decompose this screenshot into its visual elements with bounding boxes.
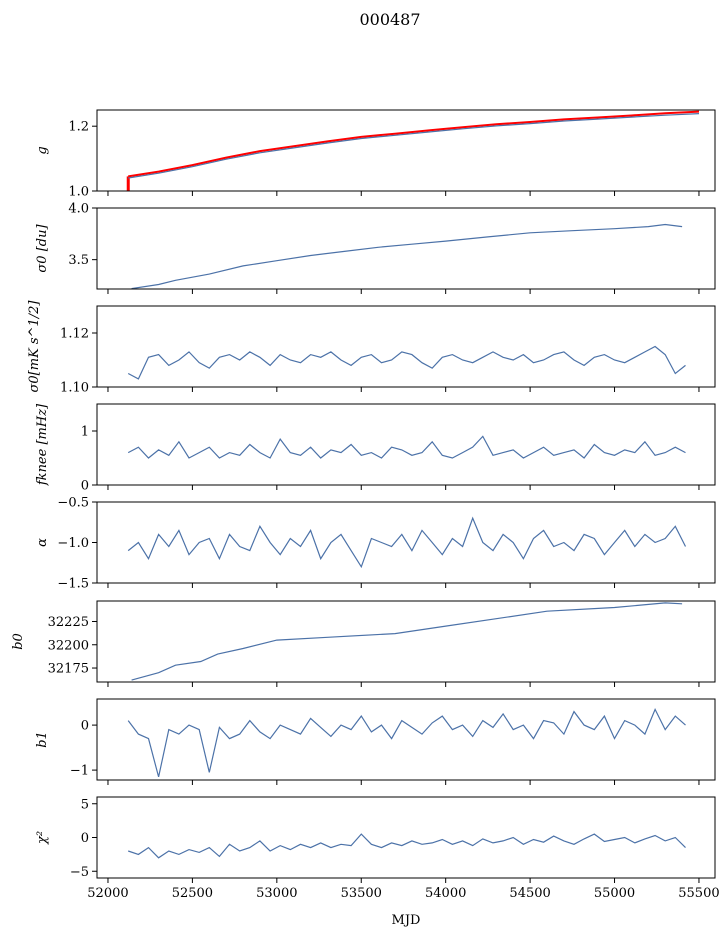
y-tick-label: −1.5: [57, 577, 89, 592]
panel-5: 32175 32200 32225 b0: [11, 600, 716, 687]
y-tick: 32200: [48, 638, 97, 653]
y-tick-label: −5: [70, 865, 89, 880]
x-tick: 54500: [509, 878, 551, 901]
panel-6: −1 0 b1: [35, 698, 716, 785]
x-tick-label: 54000: [425, 886, 466, 901]
y-tick-label: 0: [81, 831, 89, 846]
y-tick-label: 4.0: [68, 202, 89, 217]
axes-frame: [96, 698, 716, 781]
x-tick-label: 52000: [87, 886, 128, 901]
y-tick-label: −0.5: [57, 496, 89, 511]
series-line-chi2: [128, 833, 686, 859]
y-axis-label: α: [35, 538, 50, 547]
y-tick: −1: [70, 764, 97, 779]
axes-frame: [96, 207, 716, 290]
y-tick: −1.0: [57, 536, 97, 551]
y-tick-label: 5: [81, 797, 89, 812]
axes-frame: [96, 403, 716, 486]
x-tick: 52000: [87, 878, 129, 901]
axes-frame: [96, 109, 716, 192]
x-tick: 54000: [425, 878, 466, 901]
y-tick: 1.10: [60, 381, 97, 396]
x-tick: 53000: [256, 878, 298, 901]
y-tick: 1: [81, 425, 97, 440]
y-axis-label: b1: [35, 731, 50, 748]
y-axis-label: fknee [mHz]: [35, 403, 50, 486]
y-axis-label: b0: [11, 633, 26, 650]
y-tick: −0.5: [57, 496, 97, 511]
y-tick: 1.0: [68, 185, 97, 200]
y-tick: −1.5: [57, 577, 97, 592]
chart-title: 000487: [359, 10, 420, 29]
x-tick-label: 53000: [256, 886, 297, 901]
y-tick: 0: [81, 831, 97, 846]
axes-frame: [96, 501, 716, 584]
x-tick-label: 55500: [678, 886, 719, 901]
axes-frame: [96, 305, 716, 388]
y-tick-label: 1.10: [60, 381, 89, 396]
panel-3: 0 1 fknee [mHz]: [35, 403, 716, 494]
y-tick: 5: [81, 797, 97, 812]
series-line-sigma0_du: [131, 223, 683, 289]
y-tick: 1.12: [60, 327, 97, 342]
y-tick-label: 0: [81, 719, 89, 734]
panel-1: 3.5 4.0 σ0 [du]: [35, 202, 716, 294]
panel-7: −5 0 5 52000 52500 53000 53500 54000 54500 55000 5…: [35, 796, 720, 901]
series-line-b0: [131, 602, 683, 681]
series-line-sigma0_mK: [127, 345, 686, 380]
y-tick-label: 1.12: [60, 327, 89, 342]
x-axis-label: MJD: [392, 913, 421, 928]
x-tick: 55000: [594, 878, 635, 901]
y-axis-label: σ0 [du]: [35, 224, 50, 273]
x-tick-label: 55000: [594, 886, 635, 901]
x-tick: 53500: [341, 878, 382, 901]
y-tick: 0: [81, 719, 97, 734]
x-tick: 55500: [678, 878, 720, 901]
x-tick-label: 53500: [341, 886, 382, 901]
x-tick-label: 54500: [509, 886, 550, 901]
y-axis-label: χ²: [35, 831, 50, 845]
series-line-measured: [128, 110, 700, 178]
axes-frame: [96, 600, 716, 683]
series-line-fknee: [127, 435, 686, 459]
y-axis-label: g: [35, 146, 50, 154]
y-tick-label: −1: [70, 764, 89, 779]
y-tick: 32175: [48, 662, 97, 677]
y-tick-label: 0: [81, 479, 89, 494]
y-tick: 0: [81, 479, 97, 494]
panel-2: 1.10 1.12 σ0[mK s^1/2]: [27, 300, 716, 396]
y-tick-label: 1.0: [68, 185, 89, 200]
y-tick-label: 1: [81, 425, 89, 440]
series-line-b1: [127, 707, 686, 778]
y-tick-label: 32225: [48, 615, 89, 630]
y-tick-label: 3.5: [68, 253, 89, 268]
series-line-fit: [128, 113, 700, 179]
series-line-alpha: [127, 516, 687, 569]
x-tick: 52500: [172, 878, 213, 901]
panel-4: −1.5 −1.0 −0.5 α: [35, 496, 716, 592]
y-tick: 32225: [48, 615, 97, 630]
y-tick: 4.0: [68, 202, 97, 217]
y-tick-label: 1.2: [68, 120, 89, 135]
y-tick: 3.5: [68, 253, 97, 268]
x-tick-label: 52500: [172, 886, 213, 901]
y-tick-label: 32175: [48, 662, 89, 677]
y-tick-label: 32200: [48, 638, 89, 653]
y-axis-label: σ0[mK s^1/2]: [27, 300, 42, 393]
y-tick: 1.2: [68, 120, 97, 135]
panel-0: 1.0 1.2 g: [35, 109, 716, 200]
y-tick: −5: [70, 865, 97, 880]
y-tick-label: −1.0: [57, 536, 89, 551]
